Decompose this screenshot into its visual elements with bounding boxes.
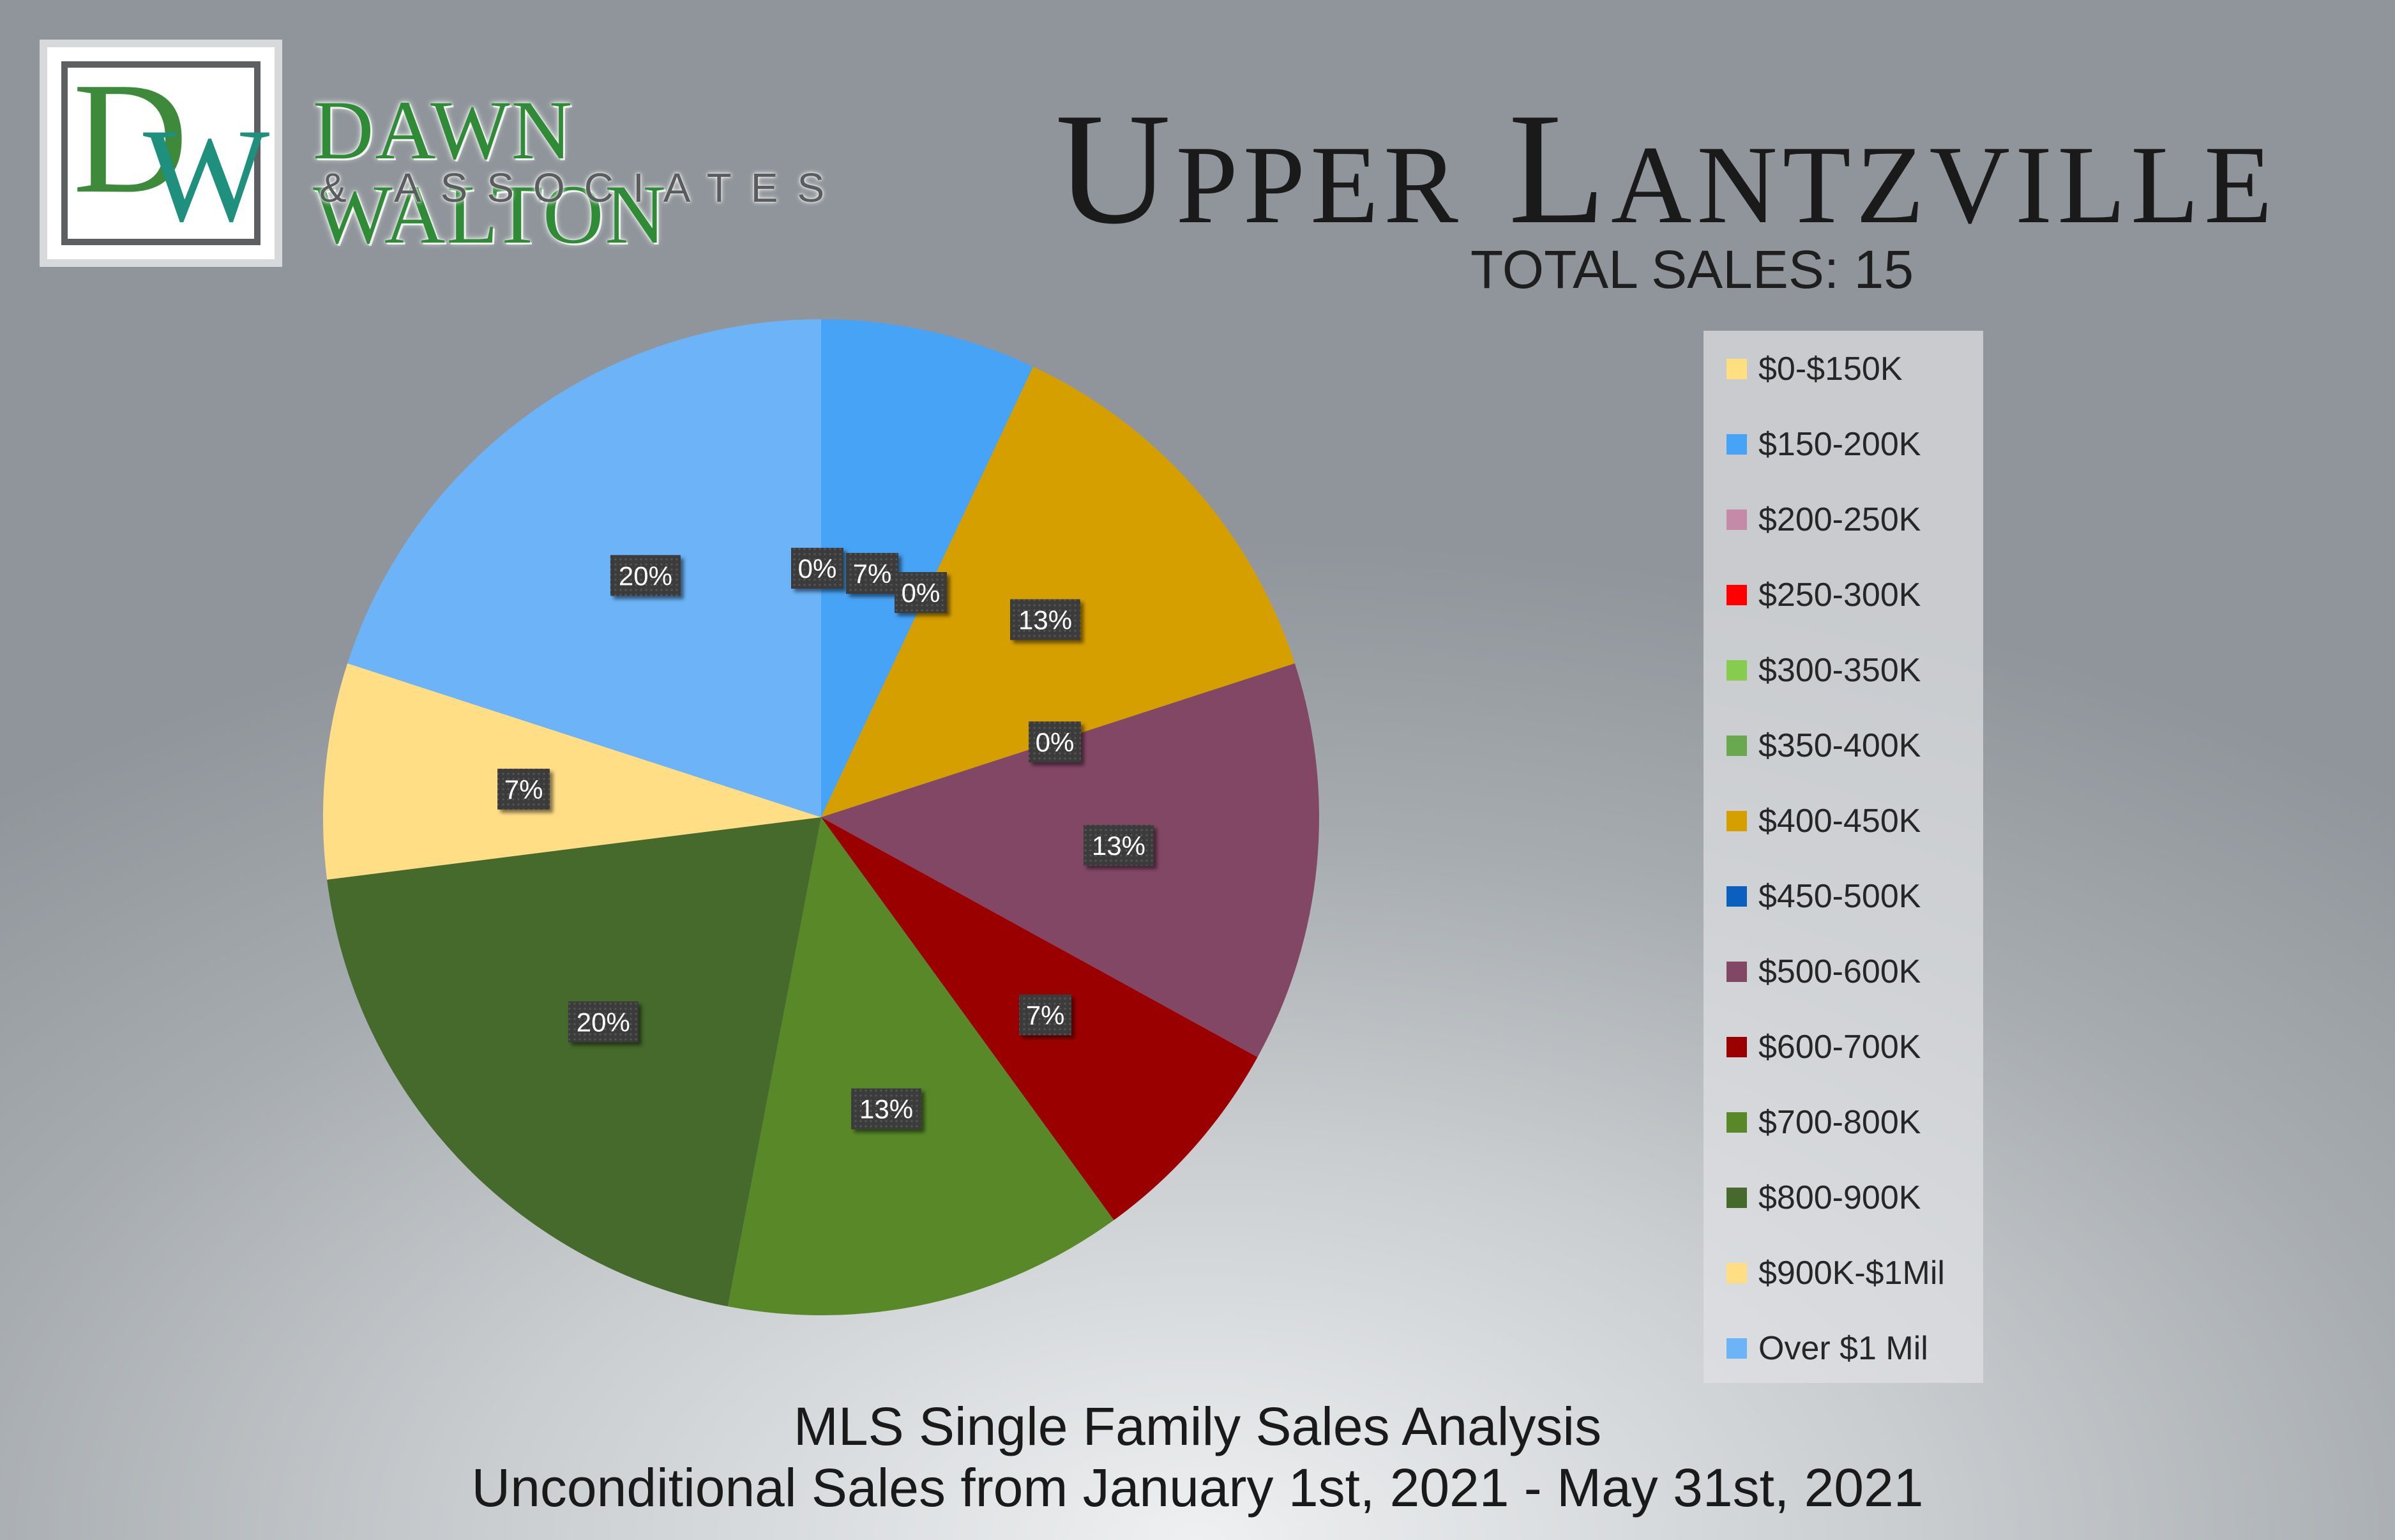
data-label-text: 20% <box>619 561 672 591</box>
legend-item-300-350k: $300-350K <box>1726 651 1921 690</box>
data-label-box <box>1029 721 1081 762</box>
pie-slices <box>323 319 1319 1315</box>
legend-label: $700-800K <box>1758 1104 1921 1141</box>
data-label-text: 0% <box>902 578 941 608</box>
legend-swatch <box>1726 1188 1747 1208</box>
pie-labels: 0% 7% 0% 13% 0% 13% 7% 13% 20% 7% 20% <box>497 548 1154 1129</box>
data-label-box <box>791 548 843 589</box>
legend-swatch <box>1726 1037 1747 1057</box>
legend-item-0-150k: $0-$150K <box>1726 350 1903 388</box>
data-label-box <box>568 1001 638 1043</box>
legend-item-200-250k: $200-250K <box>1726 501 1921 539</box>
legend-swatch <box>1726 1263 1747 1283</box>
data-label-box <box>1019 994 1072 1036</box>
brand-tagline: & ASSOCIATES <box>319 165 844 211</box>
data-label-box <box>846 553 898 594</box>
legend-swatch <box>1726 736 1747 756</box>
data-label-text: 7% <box>504 774 543 804</box>
legend-swatch <box>1726 510 1747 530</box>
data-label-900k-1mil: 7% <box>497 768 550 810</box>
legend-label: $300-350K <box>1758 652 1921 689</box>
data-label-700-800k: 13% <box>851 1088 922 1129</box>
legend-label: $900K-$1Mil <box>1758 1255 1945 1292</box>
data-label-600-700k: 7% <box>1019 994 1072 1036</box>
legend-label: $0-$150K <box>1758 351 1903 388</box>
legend-item-600-700k: $600-700K <box>1726 1028 1921 1066</box>
legend-swatch <box>1726 886 1747 907</box>
data-label-box <box>610 555 681 596</box>
legend-item-150-200k: $150-200K <box>1726 425 1921 464</box>
data-label-text: 0% <box>798 554 837 584</box>
legend-label: Over $1 Mil <box>1758 1330 1928 1367</box>
pie-slice-150-200k <box>821 319 1034 817</box>
pie-slice-700-800k <box>727 817 1114 1315</box>
data-label-box <box>895 572 947 613</box>
legend-swatch <box>1726 962 1747 982</box>
legend-label: $350-400K <box>1758 727 1921 764</box>
pie-slice-over-1-mil <box>347 319 821 817</box>
data-label-text: 13% <box>1018 605 1072 635</box>
legend-label: $450-500K <box>1758 878 1921 915</box>
legend-swatch <box>1726 1112 1747 1133</box>
total-sales: TOTAL SALES: 15 <box>1470 239 1914 299</box>
legend-item-250-300k: $250-300K <box>1726 576 1921 614</box>
legend-label: $800-900K <box>1758 1179 1921 1216</box>
data-label-text: 13% <box>859 1094 913 1124</box>
data-label-450-500k: 0% <box>1029 721 1081 762</box>
brand-logo: D W <box>40 40 282 267</box>
legend-item-400-450k: $400-450K <box>1726 802 1921 840</box>
legend-label: $400-450K <box>1758 803 1921 840</box>
legend-item-900k-1mil: $900K-$1Mil <box>1726 1254 1945 1292</box>
data-label-text: 0% <box>1036 727 1075 757</box>
data-label-box <box>851 1088 922 1129</box>
legend-swatch <box>1726 1338 1747 1359</box>
logo-letter-w: W <box>143 102 270 250</box>
data-label-400-450k: 13% <box>1010 599 1081 640</box>
legend-label: $250-300K <box>1758 577 1921 614</box>
date-range: Unconditional Sales from January 1st, 20… <box>471 1458 1924 1518</box>
logo-letter-d: D <box>73 50 188 227</box>
legend-item-700-800k: $700-800K <box>1726 1103 1921 1142</box>
legend-swatch <box>1726 434 1747 455</box>
data-label-text: 7% <box>853 559 892 589</box>
legend-swatch <box>1726 660 1747 681</box>
legend-item-350-400k: $350-400K <box>1726 727 1921 765</box>
pie-slice-400-450k <box>821 366 1295 817</box>
data-label-200-250k: 0% <box>895 572 947 613</box>
brand-name: DAWN WALTON <box>313 83 667 261</box>
legend-swatch <box>1726 585 1747 605</box>
data-label-box <box>1010 599 1081 640</box>
data-label-500-600k: 13% <box>1083 825 1154 866</box>
pie-slice-800-900k <box>327 817 821 1307</box>
pie-slice-500-600k <box>821 663 1319 1057</box>
legend-item-over-1-mil: Over $1 Mil <box>1726 1329 1928 1368</box>
data-label-text: 13% <box>1092 831 1145 861</box>
chart-legend: $0-$150K $150-200K $200-250K $250-300K $300-… <box>1704 331 1983 1383</box>
data-label-text: 7% <box>1026 1000 1065 1030</box>
data-label-box <box>497 768 550 810</box>
legend-item-800-900k: $800-900K <box>1726 1179 1921 1217</box>
legend-swatch <box>1726 811 1747 831</box>
data-label-over-1-mil: 20% <box>610 555 681 596</box>
pie-slice-900k-1mil <box>323 663 821 880</box>
legend-label: $600-700K <box>1758 1029 1921 1066</box>
legend-label: $200-250K <box>1758 501 1921 538</box>
data-label-box <box>1083 825 1154 866</box>
chart-subtitle: MLS Single Family Sales Analysis <box>793 1396 1602 1456</box>
logo-frame: D W <box>61 50 269 245</box>
page-title: Upper Lantzville <box>1055 80 2278 257</box>
data-label-800-900k: 20% <box>568 1001 638 1043</box>
legend-label: $150-200K <box>1758 426 1921 463</box>
data-label-150-200k: 7% <box>846 553 898 594</box>
legend-item-450-500k: $450-500K <box>1726 877 1921 916</box>
legend-swatch <box>1726 359 1747 379</box>
legend-label: $500-600K <box>1758 953 1921 990</box>
data-label-0-150k: 0% <box>791 548 843 589</box>
legend-item-500-600k: $500-600K <box>1726 953 1921 991</box>
data-label-text: 20% <box>577 1007 630 1037</box>
